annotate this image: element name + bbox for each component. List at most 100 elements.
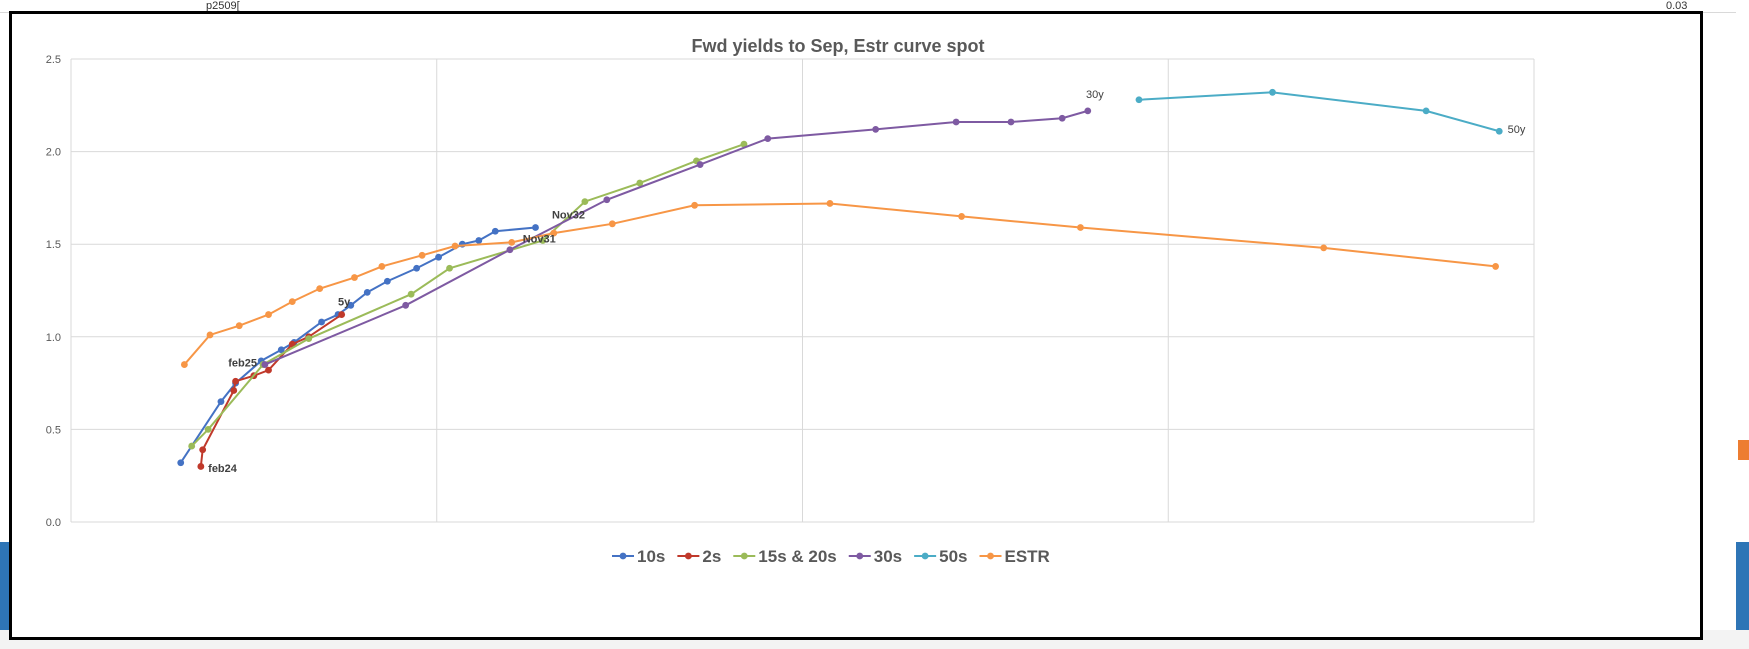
gridlines xyxy=(70,58,1535,523)
data-point xyxy=(958,213,966,220)
chart-svg: 0.0 0.5 1.0 1.5 2.0 2.5 Nov32 Nov31 5y feb25 feb2… xyxy=(46,36,1535,566)
series-line xyxy=(190,143,745,447)
data-point xyxy=(232,377,239,385)
data-point xyxy=(351,274,358,281)
data-point xyxy=(305,335,313,343)
data-point xyxy=(532,224,539,231)
legend-marker xyxy=(987,552,994,560)
legend-marker xyxy=(619,552,627,560)
legend-label: 15s & 20s xyxy=(758,547,836,566)
spreadsheet-blue-cell-right xyxy=(1736,542,1749,649)
data-point xyxy=(1135,96,1143,104)
legend-label: 50s xyxy=(939,547,967,566)
series-line xyxy=(199,313,343,467)
data-point xyxy=(1320,244,1328,252)
data-point xyxy=(691,201,699,209)
series-30s[interactable] xyxy=(261,107,1092,368)
data-point xyxy=(446,264,453,272)
data-point xyxy=(418,251,426,259)
data-point xyxy=(475,237,483,244)
data-point xyxy=(506,246,514,254)
legend-entry[interactable]: ESTR xyxy=(979,547,1050,566)
legend-entry[interactable]: 2s xyxy=(677,547,721,566)
annotation-label: Nov32 xyxy=(552,209,585,221)
y-tick-label: 1.5 xyxy=(46,239,61,251)
data-point xyxy=(491,227,499,235)
data-point xyxy=(217,398,225,406)
data-point xyxy=(230,387,238,394)
data-point xyxy=(363,288,371,296)
legend-label: 30s xyxy=(874,547,902,566)
data-point xyxy=(261,361,269,368)
series-estr[interactable] xyxy=(180,200,1499,368)
y-tick-label: 0.5 xyxy=(46,424,61,436)
data-point xyxy=(413,264,421,272)
data-point xyxy=(539,237,547,244)
data-point xyxy=(347,301,355,309)
annotation-label: Nov31 xyxy=(523,233,556,245)
data-point xyxy=(451,242,459,250)
legend-label: ESTR xyxy=(1005,547,1050,566)
series-15s-20s[interactable] xyxy=(188,140,748,450)
data-point xyxy=(177,459,185,467)
series-2s[interactable] xyxy=(197,311,346,470)
series-10s[interactable] xyxy=(177,224,539,467)
y-tick-label: 2.0 xyxy=(46,147,61,159)
data-point xyxy=(1058,114,1066,122)
data-point xyxy=(1495,127,1503,135)
data-point xyxy=(872,125,880,133)
data-point xyxy=(636,179,644,187)
annotation-label: feb25 xyxy=(228,357,257,369)
data-point xyxy=(265,366,272,374)
data-point xyxy=(1007,118,1015,126)
data-point xyxy=(1422,107,1430,115)
data-point xyxy=(1077,224,1084,231)
legend-entry[interactable]: 50s xyxy=(914,547,968,566)
y-axis-ticks: 0.0 0.5 1.0 1.5 2.0 2.5 xyxy=(46,54,61,529)
annotation-label: 30y xyxy=(1086,89,1104,101)
y-tick-label: 0.0 xyxy=(46,517,61,529)
legend-entry[interactable]: 30s xyxy=(848,547,902,566)
data-point xyxy=(508,238,516,246)
data-point xyxy=(696,161,704,168)
chart-title: Fwd yields to Sep, Estr curve spot xyxy=(691,36,984,56)
data-point xyxy=(265,311,272,318)
legend-marker xyxy=(740,552,748,560)
data-point xyxy=(407,290,415,298)
legend-entry[interactable]: 15s & 20s xyxy=(733,547,837,566)
data-point xyxy=(199,446,207,454)
spreadsheet-right-column xyxy=(1736,12,1749,542)
data-point xyxy=(550,229,558,237)
spreadsheet-cell-right[interactable]: 0.03 xyxy=(1666,0,1688,12)
series-layer xyxy=(177,88,1503,470)
annotation-label: feb24 xyxy=(208,463,238,475)
data-point xyxy=(952,118,960,126)
data-point xyxy=(435,253,442,261)
annotation-label: 50y xyxy=(1508,124,1526,136)
legend-marker xyxy=(684,552,692,560)
data-point xyxy=(197,463,205,470)
data-point xyxy=(603,196,611,204)
data-point xyxy=(826,200,834,207)
data-point xyxy=(316,285,324,293)
legend-entry[interactable]: 10s xyxy=(612,547,665,566)
highlighted-cell[interactable] xyxy=(1738,440,1749,460)
annotations: Nov32 Nov31 5y feb25 feb24 30y 50y xyxy=(208,89,1526,475)
spreadsheet-cell-left[interactable]: p2509[ xyxy=(206,0,240,12)
series-50s[interactable] xyxy=(1135,88,1503,135)
legend-label: 10s xyxy=(637,547,665,566)
legend[interactable]: 10s 2s 15s & 20s 30s 50s ESTR xyxy=(612,547,1050,566)
data-point xyxy=(1492,263,1499,270)
data-point xyxy=(318,318,325,326)
data-point xyxy=(338,311,346,318)
chart-area[interactable]: 0.0 0.5 1.0 1.5 2.0 2.5 Nov32 Nov31 5y feb25 feb2… xyxy=(9,11,1703,640)
data-point xyxy=(1269,88,1276,96)
series-line xyxy=(264,109,1089,366)
data-point xyxy=(608,220,616,228)
series-line xyxy=(179,226,536,464)
data-point xyxy=(204,426,212,433)
data-point xyxy=(378,263,386,270)
data-point xyxy=(1084,107,1092,115)
y-tick-label: 2.5 xyxy=(46,54,61,66)
data-point xyxy=(235,322,243,330)
